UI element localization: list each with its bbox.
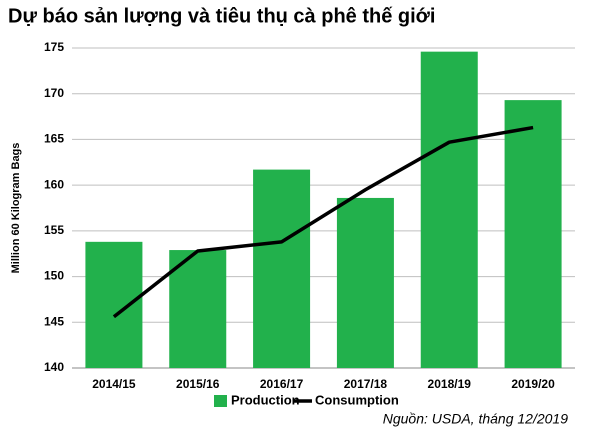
y-tick-label: 160	[44, 177, 64, 191]
y-tick-label: 165	[44, 132, 64, 146]
y-tick-label: 150	[44, 269, 64, 283]
bar	[169, 250, 227, 368]
legend-label: Consumption	[315, 392, 399, 407]
y-tick-label: 140	[44, 360, 64, 374]
bar	[253, 169, 311, 368]
legend-swatch	[214, 395, 227, 407]
x-tick-label: 2018/19	[428, 377, 472, 391]
bar	[336, 197, 394, 368]
y-axis-label: Million 60 Kilogram Bags	[10, 143, 22, 274]
y-tick-label: 170	[44, 86, 64, 100]
chart-title: Dự báo sản lượng và tiêu thụ cà phê thế …	[8, 5, 435, 27]
y-tick-label: 175	[44, 40, 64, 54]
x-tick-label: 2017/18	[344, 377, 388, 391]
y-tick-label: 145	[44, 314, 64, 328]
y-tick-label: 155	[44, 223, 64, 237]
x-tick-label: 2014/15	[92, 377, 136, 391]
x-tick-label: 2019/20	[511, 377, 555, 391]
legend-label: Production	[231, 392, 300, 407]
x-tick-label: 2016/17	[260, 377, 304, 391]
bar	[420, 51, 478, 369]
bar	[85, 241, 143, 368]
x-tick-label: 2015/16	[176, 377, 220, 391]
line	[112, 125, 534, 319]
source-note: Nguồn: USDA, tháng 12/2019	[383, 411, 568, 427]
bar	[504, 100, 562, 368]
